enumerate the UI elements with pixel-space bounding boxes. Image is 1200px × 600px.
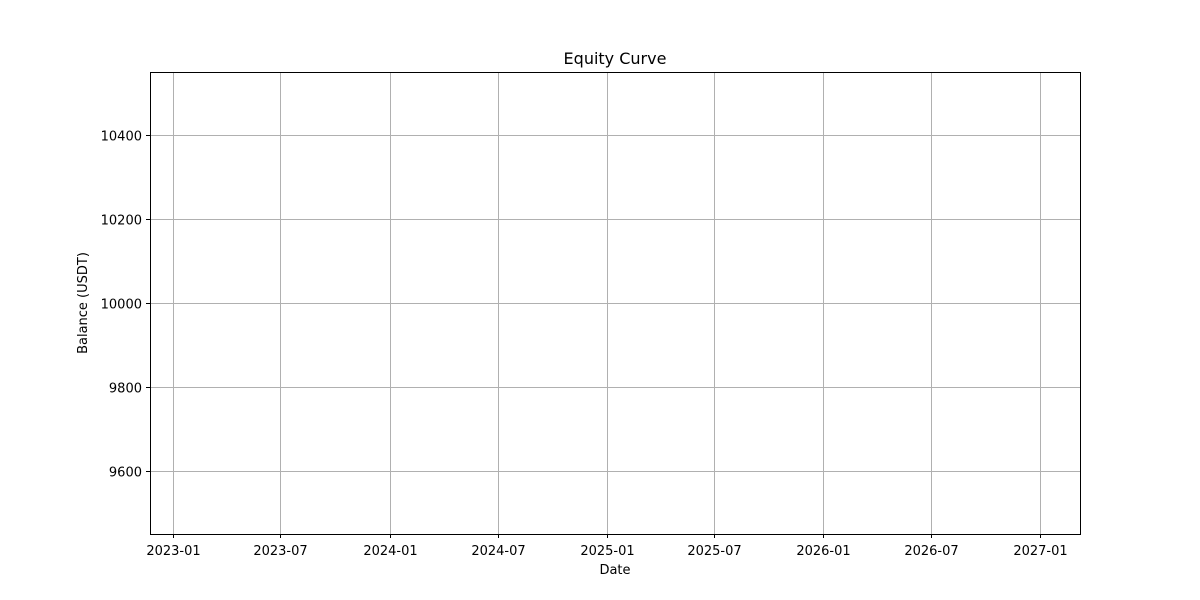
- chart-title: Equity Curve: [564, 49, 667, 68]
- x-tick-label: 2023-01: [146, 544, 200, 559]
- y-axis-label: Balance (USDT): [76, 252, 91, 354]
- x-tick-label: 2026-07: [904, 544, 958, 559]
- y-tick-label: 10000: [101, 298, 142, 313]
- y-tick-label: 9800: [109, 382, 142, 397]
- x-tick-label: 2024-07: [471, 544, 525, 559]
- x-tick-label: 2023-07: [253, 544, 307, 559]
- y-tick-label: 9600: [109, 466, 142, 481]
- y-grid: [150, 135, 1080, 472]
- x-axis-label: Date: [599, 563, 630, 578]
- y-axis: 9600 9800 10000 10200 10400: [101, 130, 150, 481]
- x-tick-label: 2027-01: [1013, 544, 1067, 559]
- y-tick-label: 10200: [101, 214, 142, 229]
- x-tick-label: 2026-01: [796, 544, 850, 559]
- plot-frame: [150, 72, 1081, 535]
- x-tick-label: 2025-01: [580, 544, 634, 559]
- x-tick-label: 2024-01: [363, 544, 417, 559]
- y-tick-label: 10400: [101, 130, 142, 145]
- x-axis: 2023-01 2023-07 2024-01 2024-07 2025-01 2025-…: [146, 534, 1068, 559]
- x-tick-label: 2025-07: [687, 544, 741, 559]
